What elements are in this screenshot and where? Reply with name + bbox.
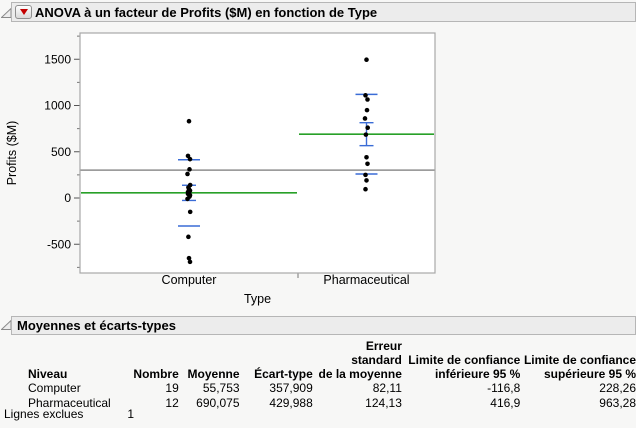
means-section-title: Moyennes et écarts-types [17,318,176,333]
means-stddev-table: Niveau Nombre Moyenne Écart-type Erreur stan… [28,339,636,411]
table-row: Computer 19 55,753 357,909 82,11 -116,8 228,26 [28,381,636,396]
column-header: Nombre [133,367,179,381]
red-triangle-icon [19,9,28,15]
data-point[interactable] [187,167,192,172]
y-axis-tick-label: 1000 [44,99,71,113]
data-point[interactable] [365,97,370,102]
y-axis-tick-label: 1500 [44,52,71,66]
table-row: Pharmaceutical 12 690,075 429,988 124,13 416,… [28,396,636,411]
x-axis-title: Type [244,292,271,306]
excluded-rows-note: Lignes exclues 1 [4,407,134,421]
table-cell: 228,26 [599,381,636,395]
data-point[interactable] [186,234,191,240]
data-point[interactable] [365,125,371,130]
column-header: Limite de confiance inférieure 95 % [408,353,521,381]
table-cell: 82,11 [372,381,402,395]
data-point[interactable] [364,57,369,63]
data-point[interactable] [363,186,368,192]
y-axis-tick-label: 500 [51,145,71,159]
table-header-row: Niveau Nombre Moyenne Écart-type Erreur stan… [28,339,636,381]
data-point[interactable] [187,259,193,265]
red-triangle-menu-button[interactable] [15,5,32,19]
data-point[interactable] [365,161,370,167]
y-axis-tick-label: 0 [64,191,71,205]
excluded-rows-value: 1 [127,407,134,421]
table-cell: Pharmaceutical [28,396,111,410]
column-header: Niveau [28,367,68,381]
means-section-title-bar: Moyennes et écarts-types [11,316,636,335]
table-cell: 12 [165,396,179,410]
table-cell: 19 [165,381,179,395]
table-cell: 124,13 [365,396,402,410]
x-category-label: Pharmaceutical [323,273,409,287]
excluded-rows-label: Lignes exclues [4,407,84,421]
plot-background [80,33,435,273]
table-cell: 429,988 [269,396,313,410]
column-header: Erreur standard de la moyenne [318,339,402,381]
data-point[interactable] [185,196,190,202]
column-header: Moyenne [187,367,240,381]
y-axis-tick-label: -500 [47,237,71,251]
table-cell: 55,753 [202,381,240,395]
column-header: Écart-type [254,367,313,381]
data-point[interactable] [364,178,369,183]
data-point[interactable] [186,255,192,261]
data-point[interactable] [187,156,193,162]
data-point[interactable] [363,172,368,178]
y-axis-title: Profits ($M) [5,121,19,186]
data-point[interactable] [187,209,193,215]
column-header: Limite de confiance supérieure 95 % [523,353,636,381]
report-title: ANOVA à un facteur de Profits ($M) en fo… [35,4,378,20]
data-point[interactable] [363,132,369,137]
data-point[interactable] [364,155,369,160]
table-cell: Computer [28,381,81,395]
table-cell: -116,8 [487,381,521,395]
data-point[interactable] [362,116,368,121]
table-cell: 963,28 [599,396,636,410]
report-title-bar: ANOVA à un facteur de Profits ($M) en fo… [11,2,636,22]
table-cell: 690,075 [196,396,240,410]
data-point[interactable] [185,171,190,177]
data-point[interactable] [363,93,368,98]
oneway-profit-by-type-plot[interactable]: 1500 1000 500 0 -500 Computer Pharmaceutical Ty… [0,22,480,316]
plot-frame [79,32,436,274]
data-point[interactable] [186,118,192,124]
table-cell: 416,9 [490,396,521,410]
table-cell: 357,909 [269,381,313,395]
x-category-label: Computer [162,273,217,287]
data-point[interactable] [364,107,370,113]
